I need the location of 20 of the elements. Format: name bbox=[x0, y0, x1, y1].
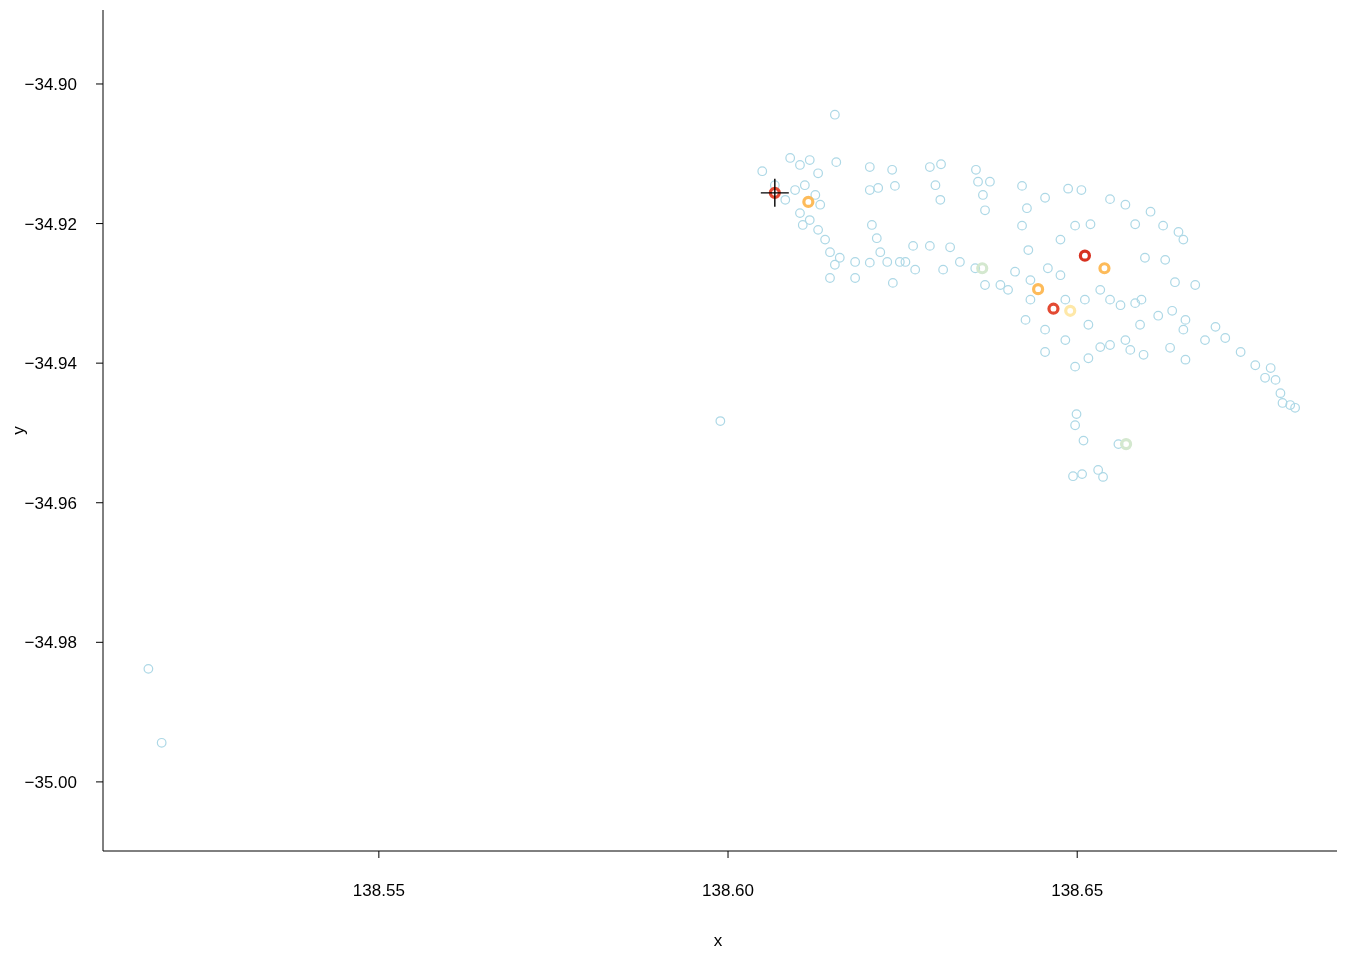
y-tick-label: −34.92 bbox=[24, 214, 77, 234]
y-tick-label: −34.90 bbox=[24, 74, 77, 94]
x-tick-label: 138.55 bbox=[352, 881, 405, 900]
point bbox=[1098, 262, 1111, 275]
point bbox=[976, 262, 989, 275]
y-tick-label: −34.96 bbox=[24, 493, 77, 513]
point bbox=[1120, 438, 1133, 451]
x-tick-label: 138.65 bbox=[1051, 881, 1104, 900]
point bbox=[760, 178, 789, 207]
point bbox=[1078, 249, 1091, 262]
y-tick-label: −34.94 bbox=[24, 354, 77, 374]
point bbox=[1032, 283, 1045, 296]
x-axis-title: x bbox=[713, 931, 723, 950]
point bbox=[1047, 302, 1060, 315]
y-tick-label: −35.00 bbox=[24, 772, 77, 792]
x-tick-label: 138.60 bbox=[702, 881, 755, 900]
point bbox=[1064, 304, 1077, 317]
point bbox=[802, 195, 815, 209]
y-tick-label: −34.98 bbox=[24, 633, 77, 653]
y-axis-title: y bbox=[9, 425, 28, 435]
